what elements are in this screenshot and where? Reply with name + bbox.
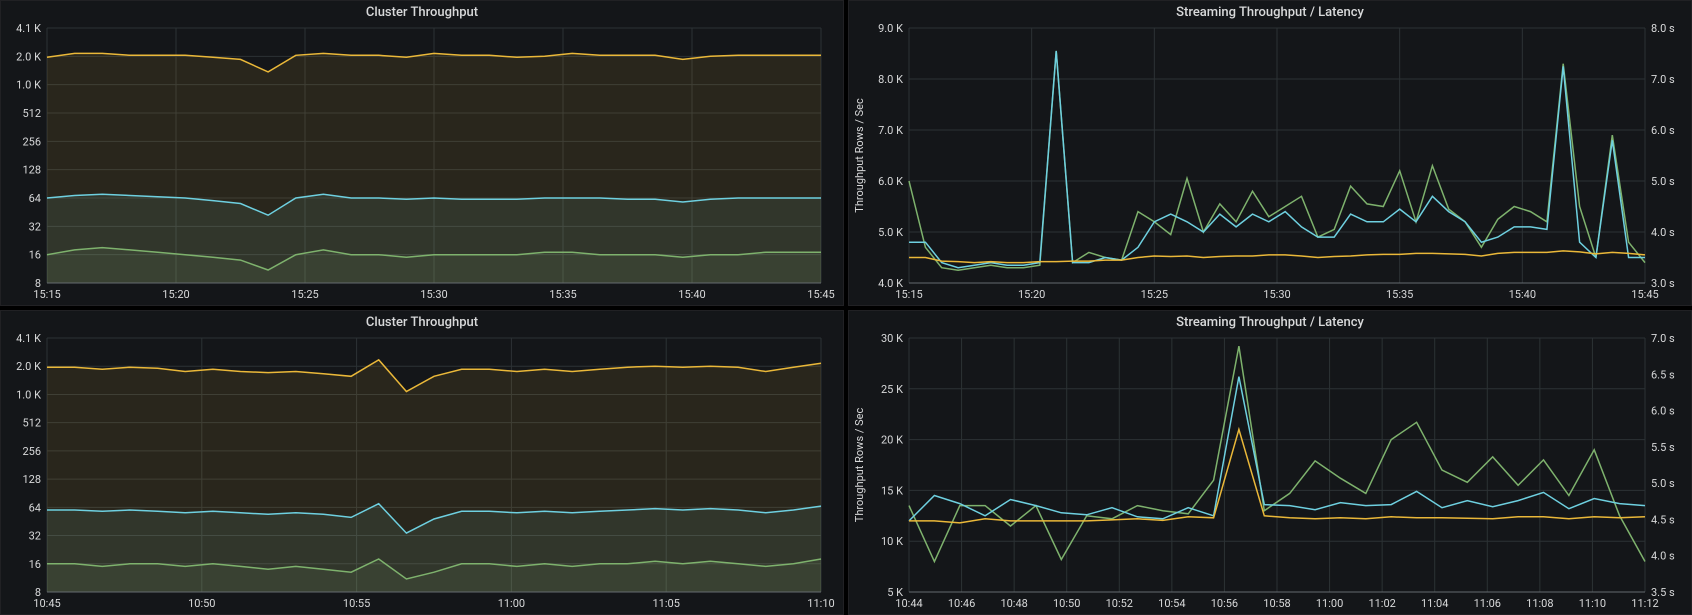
x-tick-label: 15:15 <box>33 288 60 301</box>
y-tick-label: 128 <box>22 473 41 486</box>
panel-top-right: Streaming Throughput / Latency 4.0 K5.0 … <box>848 0 1692 306</box>
y-tick-label: 15 K <box>881 484 903 497</box>
y2-tick-label: 5.0 s <box>1651 477 1675 490</box>
x-tick-label: 11:04 <box>1421 597 1448 610</box>
x-tick-label: 11:02 <box>1368 597 1395 610</box>
y-tick-label: 20 K <box>881 434 903 447</box>
x-tick-label: 15:45 <box>1631 288 1658 301</box>
y-tick-label: 512 <box>22 417 41 430</box>
series-fill <box>47 360 821 592</box>
panel-title: Streaming Throughput / Latency <box>849 311 1691 332</box>
x-tick-label: 11:10 <box>1579 597 1606 610</box>
chart-svg: 81632641282565121.0 K2.0 K4.1 K10:4510:5… <box>1 332 843 614</box>
x-tick-label: 15:30 <box>1263 288 1290 301</box>
y-tick-label: 32 <box>29 220 41 233</box>
y2-tick-label: 4.0 s <box>1651 550 1675 563</box>
panel-top-left: Cluster Throughput 81632641282565121.0 K… <box>0 0 844 306</box>
x-tick-label: 15:40 <box>678 288 705 301</box>
x-tick-label: 11:08 <box>1526 597 1553 610</box>
x-tick-label: 15:20 <box>1018 288 1045 301</box>
chart-top-right[interactable]: 4.0 K5.0 K6.0 K7.0 K8.0 K9.0 K3.0 s4.0 s… <box>849 22 1691 305</box>
x-tick-label: 15:35 <box>1386 288 1413 301</box>
y2-tick-label: 6.0 s <box>1651 405 1675 418</box>
panel-title: Cluster Throughput <box>1 1 843 22</box>
chart-svg: 5 K10 K15 K20 K25 K30 K3.5 s4.0 s4.5 s5.… <box>849 332 1691 614</box>
panel-bottom-right: Streaming Throughput / Latency 5 K10 K15… <box>848 310 1692 615</box>
y-tick-label: 32 <box>29 530 41 543</box>
y2-tick-label: 8.0 s <box>1651 22 1675 35</box>
x-tick-label: 15:15 <box>895 288 922 301</box>
y2-tick-label: 6.0 s <box>1651 124 1675 137</box>
y-tick-label: 1.0 K <box>16 79 41 92</box>
y2-tick-label: 4.5 s <box>1651 513 1675 526</box>
x-tick-label: 11:00 <box>1316 597 1343 610</box>
y-tick-label: 30 K <box>881 332 903 345</box>
y2-tick-label: 4.0 s <box>1651 226 1675 239</box>
x-tick-label: 15:30 <box>420 288 447 301</box>
chart-bottom-right[interactable]: 5 K10 K15 K20 K25 K30 K3.5 s4.0 s4.5 s5.… <box>849 332 1691 614</box>
x-tick-label: 10:44 <box>895 597 922 610</box>
x-tick-label: 11:05 <box>652 597 679 610</box>
x-tick-label: 10:50 <box>1053 597 1080 610</box>
x-tick-label: 11:12 <box>1631 597 1658 610</box>
panel-title: Streaming Throughput / Latency <box>849 1 1691 22</box>
x-tick-label: 15:40 <box>1509 288 1536 301</box>
series-fill <box>47 53 821 283</box>
x-tick-label: 11:10 <box>807 597 834 610</box>
chart-bottom-left[interactable]: 81632641282565121.0 K2.0 K4.1 K10:4510:5… <box>1 332 843 614</box>
y-tick-label: 8.0 K <box>878 73 903 86</box>
y-tick-label: 2.0 K <box>16 50 41 63</box>
x-tick-label: 10:58 <box>1263 597 1290 610</box>
y-tick-label: 16 <box>29 249 41 262</box>
y-tick-label: 128 <box>22 164 41 177</box>
y2-tick-label: 6.5 s <box>1651 368 1675 381</box>
y-tick-label: 1.0 K <box>16 388 41 401</box>
x-tick-label: 10:54 <box>1158 597 1185 610</box>
x-tick-label: 10:55 <box>343 597 370 610</box>
y-tick-label: 6.0 K <box>878 175 903 188</box>
panel-bottom-left: Cluster Throughput 81632641282565121.0 K… <box>0 310 844 615</box>
y-tick-label: 10 K <box>881 535 903 548</box>
x-tick-label: 10:45 <box>33 597 60 610</box>
x-tick-label: 10:50 <box>188 597 215 610</box>
y-tick-label: 7.0 K <box>878 124 903 137</box>
y2-tick-label: 5.0 s <box>1651 175 1675 188</box>
chart-svg: 81632641282565121.0 K2.0 K4.1 K15:1515:2… <box>1 22 843 305</box>
x-tick-label: 11:06 <box>1474 597 1501 610</box>
x-tick-label: 10:46 <box>948 597 975 610</box>
dashboard-grid: Cluster Throughput 81632641282565121.0 K… <box>0 0 1692 615</box>
y-tick-label: 5.0 K <box>878 226 903 239</box>
x-tick-label: 10:56 <box>1211 597 1238 610</box>
y2-tick-label: 5.5 s <box>1651 441 1675 454</box>
chart-svg: 4.0 K5.0 K6.0 K7.0 K8.0 K9.0 K3.0 s4.0 s… <box>849 22 1691 305</box>
y-tick-label: 4.1 K <box>16 22 41 35</box>
x-tick-label: 15:20 <box>162 288 189 301</box>
y-tick-label: 16 <box>29 558 41 571</box>
y2-tick-label: 7.0 s <box>1651 73 1675 86</box>
y-axis-label: Throughput Rows / Sec <box>853 98 866 213</box>
y-tick-label: 256 <box>22 445 41 458</box>
x-tick-label: 15:25 <box>1141 288 1168 301</box>
panel-title: Cluster Throughput <box>1 311 843 332</box>
x-tick-label: 10:48 <box>1000 597 1027 610</box>
y2-tick-label: 7.0 s <box>1651 332 1675 345</box>
x-tick-label: 11:00 <box>498 597 525 610</box>
y-tick-label: 64 <box>29 501 41 514</box>
y-axis-label: Throughput Rows / Sec <box>853 408 866 523</box>
y-tick-label: 25 K <box>881 383 903 396</box>
chart-top-left[interactable]: 81632641282565121.0 K2.0 K4.1 K15:1515:2… <box>1 22 843 305</box>
x-tick-label: 10:52 <box>1106 597 1133 610</box>
y-tick-label: 9.0 K <box>878 22 903 35</box>
y-tick-label: 4.1 K <box>16 332 41 345</box>
x-tick-label: 15:35 <box>549 288 576 301</box>
y-tick-label: 2.0 K <box>16 360 41 373</box>
x-tick-label: 15:45 <box>807 288 834 301</box>
y-tick-label: 512 <box>22 107 41 120</box>
y-tick-label: 64 <box>29 192 41 205</box>
x-tick-label: 15:25 <box>291 288 318 301</box>
y-tick-label: 256 <box>22 135 41 148</box>
